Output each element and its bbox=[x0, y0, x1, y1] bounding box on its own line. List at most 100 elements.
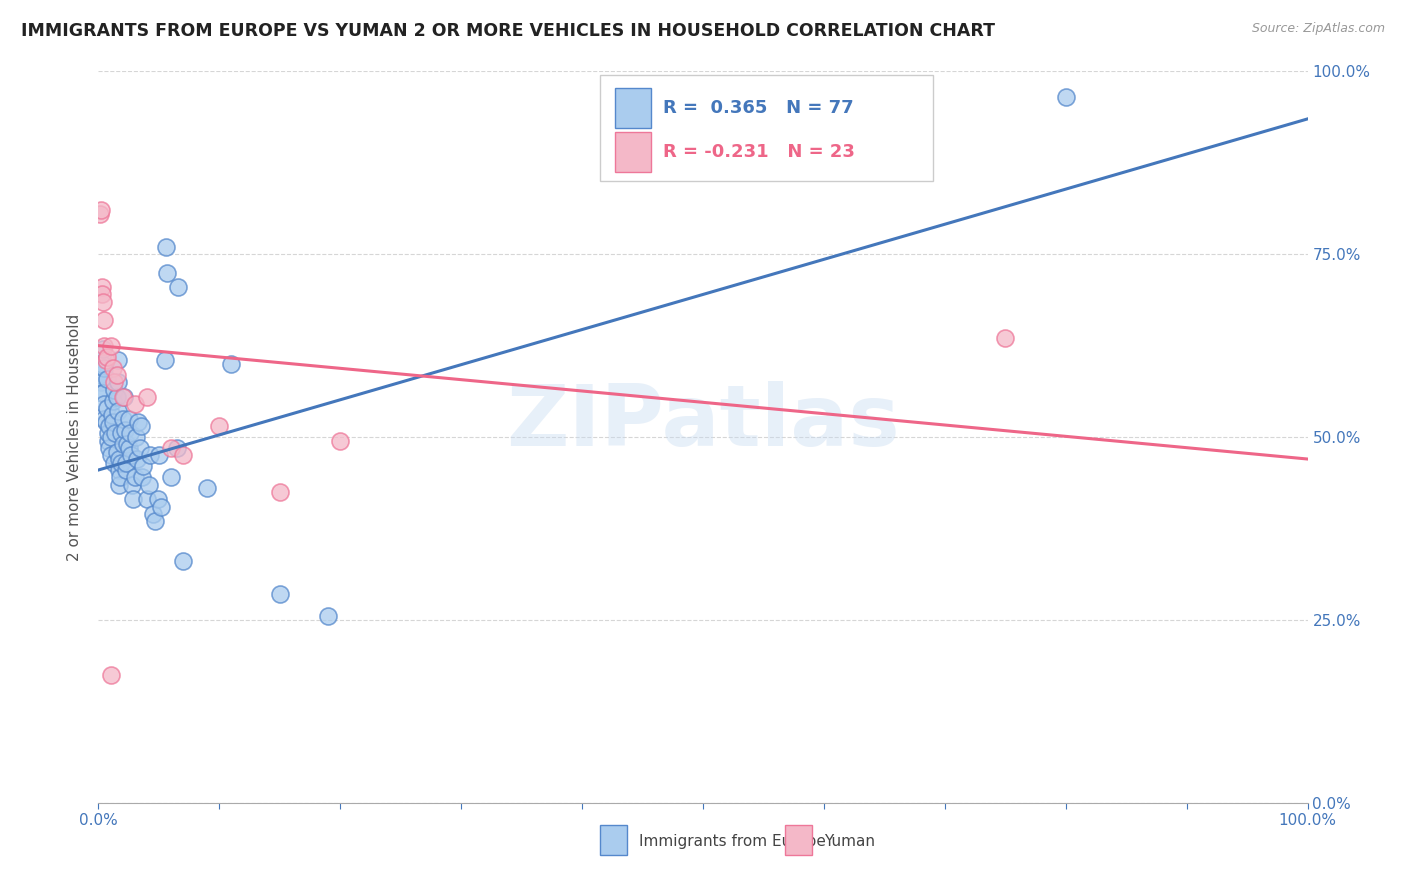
Point bbox=[101, 360, 124, 375]
Point bbox=[135, 390, 157, 404]
Point bbox=[93, 360, 115, 375]
Point bbox=[131, 470, 153, 484]
Point bbox=[91, 280, 114, 294]
Point bbox=[172, 448, 194, 462]
Point bbox=[195, 481, 218, 495]
Point bbox=[1054, 90, 1077, 104]
Point bbox=[91, 287, 114, 301]
Point bbox=[692, 134, 714, 148]
Point bbox=[93, 397, 115, 411]
Point bbox=[103, 383, 125, 397]
FancyBboxPatch shape bbox=[614, 87, 651, 128]
Point bbox=[96, 401, 118, 415]
Point bbox=[94, 353, 117, 368]
Point bbox=[142, 507, 165, 521]
Point bbox=[160, 441, 183, 455]
Point bbox=[97, 434, 120, 448]
Point bbox=[110, 426, 132, 441]
Point bbox=[118, 441, 141, 455]
Point bbox=[93, 412, 115, 426]
FancyBboxPatch shape bbox=[785, 825, 811, 855]
Point bbox=[111, 437, 134, 451]
Point bbox=[127, 416, 149, 430]
Text: Yuman: Yuman bbox=[824, 834, 875, 849]
Point bbox=[104, 426, 127, 441]
Point bbox=[329, 434, 352, 448]
Point bbox=[269, 587, 291, 601]
Point bbox=[994, 331, 1017, 345]
Point bbox=[124, 470, 146, 484]
Point bbox=[89, 368, 111, 382]
Point bbox=[97, 426, 120, 441]
Point bbox=[155, 240, 177, 254]
Point bbox=[101, 393, 124, 408]
Point bbox=[108, 463, 131, 477]
Point bbox=[124, 397, 146, 411]
Point bbox=[172, 554, 194, 568]
Point bbox=[148, 448, 170, 462]
Point bbox=[128, 441, 150, 455]
Point bbox=[91, 386, 114, 401]
Point bbox=[96, 350, 118, 364]
FancyBboxPatch shape bbox=[600, 75, 932, 181]
Point bbox=[167, 280, 190, 294]
Point bbox=[100, 338, 122, 352]
Point bbox=[125, 430, 148, 444]
Point bbox=[316, 609, 339, 624]
Point bbox=[166, 441, 188, 455]
Point bbox=[103, 376, 125, 390]
Point bbox=[269, 485, 291, 500]
Point bbox=[132, 459, 155, 474]
Point bbox=[93, 313, 115, 327]
Point bbox=[111, 412, 134, 426]
Point bbox=[93, 338, 115, 352]
Point bbox=[105, 444, 128, 458]
Point bbox=[100, 448, 122, 462]
Point bbox=[120, 448, 142, 462]
Point bbox=[105, 390, 128, 404]
Point bbox=[221, 357, 243, 371]
Point bbox=[100, 408, 122, 422]
Point bbox=[115, 463, 138, 477]
Point bbox=[98, 441, 121, 455]
Point bbox=[117, 437, 139, 451]
Point bbox=[156, 266, 179, 280]
Text: R =  0.365   N = 77: R = 0.365 N = 77 bbox=[664, 99, 853, 117]
Point bbox=[121, 477, 143, 491]
Text: R = -0.231   N = 23: R = -0.231 N = 23 bbox=[664, 143, 855, 161]
Point bbox=[94, 416, 117, 430]
Point bbox=[146, 492, 169, 507]
Point bbox=[208, 419, 231, 434]
Point bbox=[122, 492, 145, 507]
Point bbox=[105, 368, 128, 382]
Point bbox=[160, 470, 183, 484]
Point bbox=[112, 390, 135, 404]
Point bbox=[108, 477, 131, 491]
Point bbox=[118, 412, 141, 426]
Point bbox=[90, 376, 112, 390]
Point bbox=[103, 456, 125, 470]
FancyBboxPatch shape bbox=[614, 132, 651, 172]
Point bbox=[135, 492, 157, 507]
Point bbox=[91, 357, 114, 371]
Point bbox=[96, 371, 118, 385]
Text: Source: ZipAtlas.com: Source: ZipAtlas.com bbox=[1251, 22, 1385, 36]
Point bbox=[100, 667, 122, 681]
Point bbox=[143, 514, 166, 528]
Point bbox=[100, 430, 122, 444]
Point bbox=[91, 294, 114, 309]
Point bbox=[89, 207, 111, 221]
Text: IMMIGRANTS FROM EUROPE VS YUMAN 2 OR MORE VEHICLES IN HOUSEHOLD CORRELATION CHAR: IMMIGRANTS FROM EUROPE VS YUMAN 2 OR MOR… bbox=[21, 22, 995, 40]
Point bbox=[115, 456, 138, 470]
Point bbox=[91, 386, 114, 401]
Point bbox=[138, 477, 160, 491]
FancyBboxPatch shape bbox=[600, 825, 627, 855]
Point bbox=[118, 426, 141, 441]
Point bbox=[107, 376, 129, 390]
Point bbox=[91, 343, 114, 357]
Point bbox=[110, 456, 132, 470]
Point bbox=[98, 419, 121, 434]
Point bbox=[153, 353, 176, 368]
Text: Immigrants from Europe: Immigrants from Europe bbox=[638, 834, 825, 849]
Point bbox=[111, 390, 134, 404]
